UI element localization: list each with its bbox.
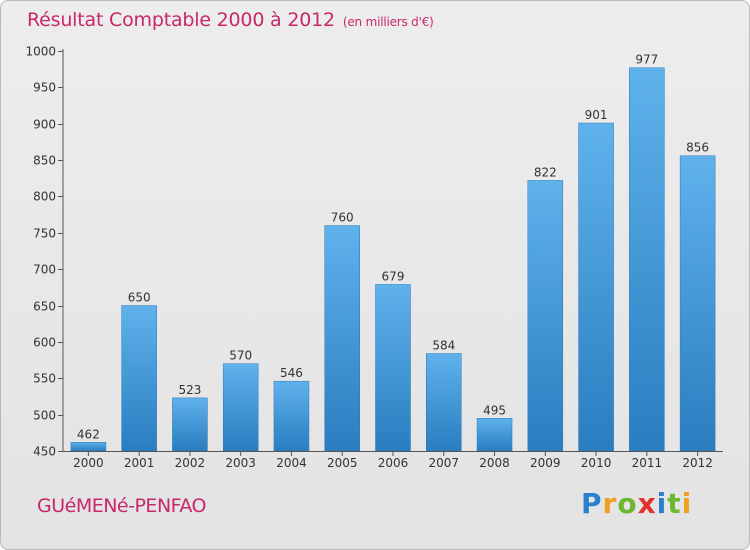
x-tick-label: 2012 — [682, 456, 713, 470]
x-tick-label: 2001 — [124, 456, 155, 470]
x-tick-label: 2007 — [428, 456, 459, 470]
logo-letter: t — [667, 487, 682, 520]
bar — [578, 122, 614, 452]
bar-value-label: 495 — [483, 403, 506, 417]
y-tick-label: 800 — [33, 190, 56, 204]
y-tick-label: 600 — [33, 336, 56, 350]
bar-value-label: 760 — [331, 211, 354, 225]
bar-value-label: 650 — [128, 291, 151, 305]
bar — [121, 305, 157, 452]
bar — [273, 380, 310, 452]
x-tick-label: 2000 — [73, 456, 104, 470]
y-tick-label: 750 — [33, 227, 56, 241]
bar — [375, 284, 411, 452]
y-tick-label: 450 — [33, 445, 56, 459]
bar-value-label: 584 — [432, 339, 455, 353]
logo-letter: o — [617, 487, 638, 520]
y-tick-label: 550 — [33, 372, 56, 386]
bar — [426, 353, 462, 452]
y-tick-label: 900 — [33, 118, 56, 132]
x-tick-label: 2006 — [378, 456, 409, 470]
x-tick-label: 2003 — [225, 456, 256, 470]
bar-value-label: 822 — [534, 165, 557, 179]
y-tick-label: 1000 — [25, 45, 56, 59]
bar — [476, 418, 513, 452]
chart-title: Résultat Comptable 2000 à 2012 (en millie… — [27, 9, 434, 31]
bar — [70, 442, 107, 452]
bar-value-label: 679 — [382, 269, 405, 283]
y-axis: 450 500 550 600 650 700 750 800 850 900 950 1000 — [25, 45, 64, 459]
bar — [324, 225, 360, 452]
bar — [222, 363, 259, 452]
x-axis: 2000 2001 2002 2003 2004 2005 2006 2007 2008 2009… — [63, 451, 723, 470]
bar — [679, 155, 716, 452]
bars: 462 650 523 570 546 760 679 584 495 822 901 977 856 — [70, 53, 716, 452]
x-tick-label: 2005 — [327, 456, 358, 470]
bar-value-label: 570 — [229, 349, 252, 363]
proxiti-logo: Proxiti — [581, 487, 692, 520]
bar-value-label: 977 — [635, 53, 658, 67]
bar — [172, 397, 208, 452]
bar — [629, 67, 665, 452]
y-tick-label: 500 — [33, 409, 56, 423]
bar-value-label: 856 — [686, 141, 709, 155]
bar — [527, 180, 564, 452]
y-tick-label: 650 — [33, 300, 56, 314]
chart-title-text: Résultat Comptable 2000 à 2012 — [27, 9, 335, 31]
bar-value-label: 462 — [77, 427, 100, 441]
bar-value-label: 523 — [178, 383, 201, 397]
x-tick-label: 2009 — [530, 456, 561, 470]
y-tick-label: 950 — [33, 81, 56, 95]
location-name: GUéMENé-PENFAO — [37, 495, 206, 517]
x-tick-label: 2011 — [632, 456, 663, 470]
x-tick-label: 2002 — [175, 456, 206, 470]
y-tick-label: 850 — [33, 154, 56, 168]
logo-letter: r — [602, 487, 618, 520]
logo-letter: P — [581, 487, 603, 520]
chart-subtitle: (en milliers d'€) — [342, 15, 434, 29]
x-tick-label: 2008 — [479, 456, 510, 470]
bar-value-label: 546 — [280, 366, 303, 380]
logo-letter: i — [656, 487, 668, 520]
y-tick-label: 700 — [33, 263, 56, 277]
bar-value-label: 901 — [585, 108, 608, 122]
logo-letter: x — [637, 487, 657, 520]
x-tick-label: 2004 — [276, 456, 307, 470]
x-tick-label: 2010 — [581, 456, 612, 470]
logo-letter: i — [681, 487, 693, 520]
